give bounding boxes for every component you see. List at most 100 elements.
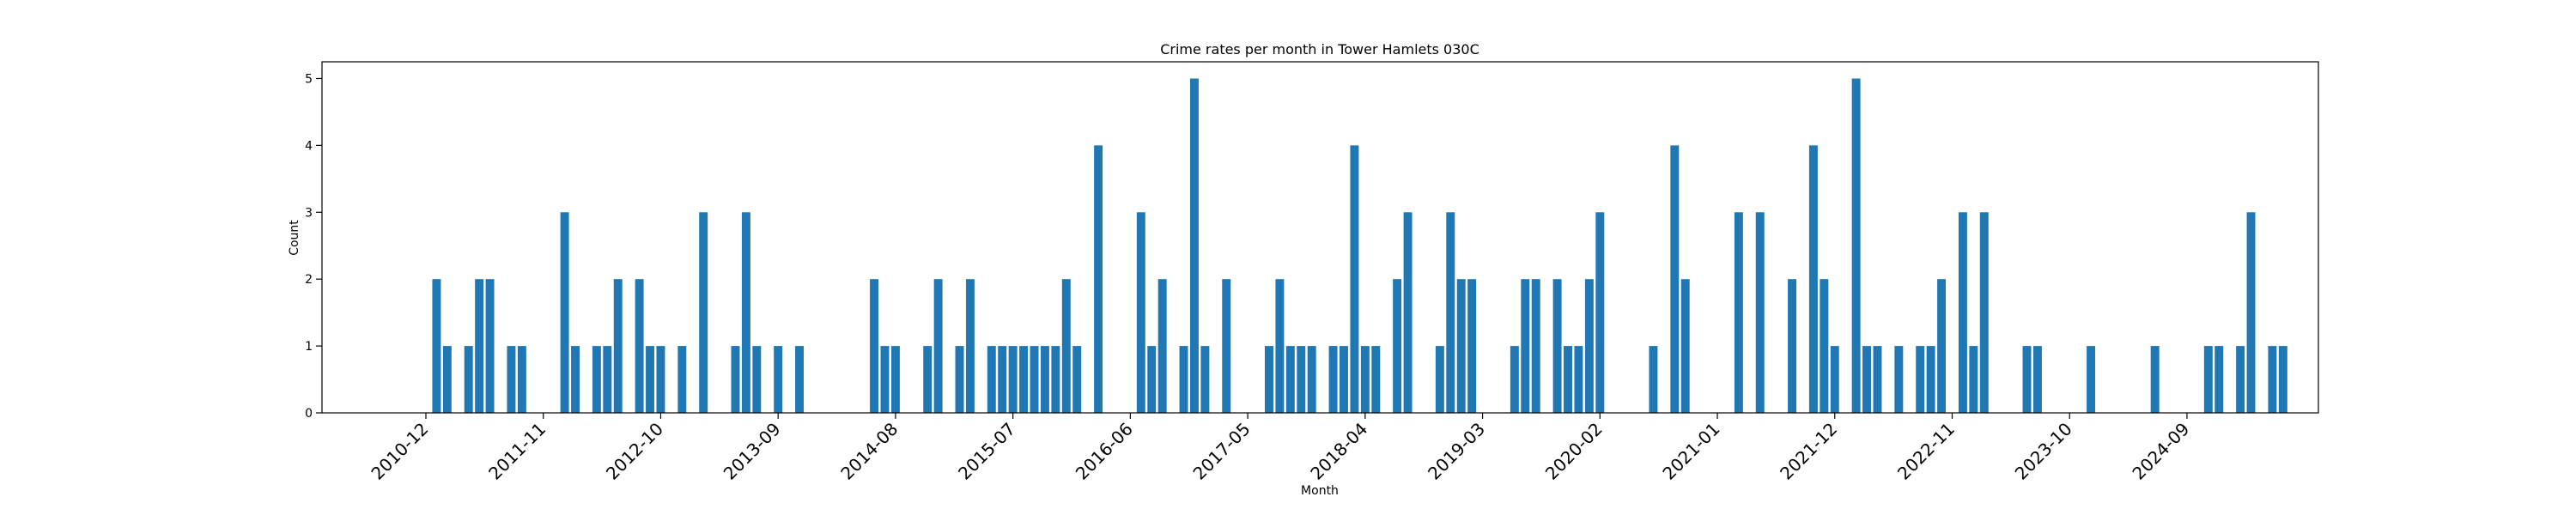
bar-2025-06 xyxy=(2278,346,2287,413)
bar-2012-09 xyxy=(646,346,654,413)
bar-2015-05 xyxy=(987,346,996,413)
y-tick-label: 2 xyxy=(305,273,313,287)
bar-2022-10 xyxy=(1937,279,1947,413)
bar-2021-08 xyxy=(1788,279,1797,413)
bar-2012-08 xyxy=(635,279,644,413)
bar-2015-03 xyxy=(965,279,975,413)
bar-2017-10 xyxy=(1297,346,1306,413)
bar-2018-03 xyxy=(1350,145,1359,413)
bar-2015-06 xyxy=(998,346,1007,413)
bar-2019-11 xyxy=(1564,346,1572,413)
bar-2014-07 xyxy=(880,346,890,413)
bar-2020-01 xyxy=(1584,279,1594,413)
bar-2012-10 xyxy=(656,346,665,413)
bar-2019-08 xyxy=(1531,279,1540,413)
bar-2020-02 xyxy=(1595,212,1605,413)
y-tick-label: 4 xyxy=(305,139,313,153)
bar-2021-10 xyxy=(1808,145,1818,413)
bar-2015-07 xyxy=(1008,346,1018,413)
bar-2013-09 xyxy=(774,346,783,413)
bar-2022-08 xyxy=(1916,346,1925,413)
bar-2015-08 xyxy=(1019,346,1029,413)
bar-2016-09 xyxy=(1157,279,1167,413)
bar-2012-04 xyxy=(592,346,601,413)
bar-2024-12 xyxy=(2215,346,2224,413)
bar-2022-02 xyxy=(1851,78,1861,413)
bar-2018-01 xyxy=(1328,346,1338,413)
bar-2016-01 xyxy=(1072,346,1082,413)
bar-2011-01 xyxy=(432,279,441,413)
bar-2014-11 xyxy=(923,346,933,413)
bar-2013-05 xyxy=(731,346,740,413)
bar-2024-11 xyxy=(2203,346,2213,413)
bar-2014-08 xyxy=(890,346,900,413)
bar-2024-06 xyxy=(2150,346,2160,413)
bar-2018-02 xyxy=(1340,346,1348,413)
bar-2025-03 xyxy=(2246,212,2256,413)
bar-2023-06 xyxy=(2022,346,2032,413)
bar-2022-03 xyxy=(1862,346,1872,413)
bar-2017-09 xyxy=(1285,346,1295,413)
bar-2016-11 xyxy=(1179,346,1188,413)
y-tick-label: 0 xyxy=(305,407,313,421)
bar-2016-07 xyxy=(1136,212,1145,413)
bar-2015-10 xyxy=(1040,346,1049,413)
bar-2025-02 xyxy=(2236,346,2245,413)
bar-2023-02 xyxy=(1979,212,1989,413)
bar-2022-09 xyxy=(1926,346,1935,413)
bar-2013-06 xyxy=(741,212,750,413)
bar-2018-07 xyxy=(1393,279,1402,413)
bar-2022-12 xyxy=(1958,212,1967,413)
bar-2015-11 xyxy=(1051,346,1060,413)
bar-2012-05 xyxy=(603,346,612,413)
bar-2013-11 xyxy=(795,346,805,413)
bar-2014-12 xyxy=(933,279,943,413)
bar-2015-09 xyxy=(1030,346,1039,413)
bar-2022-04 xyxy=(1873,346,1882,413)
bar-2012-01 xyxy=(560,212,569,413)
bar-2019-06 xyxy=(1510,346,1519,413)
bar-2019-12 xyxy=(1574,346,1583,413)
bar-2017-01 xyxy=(1200,346,1210,413)
bar-2023-12 xyxy=(2087,346,2096,413)
plot-frame xyxy=(321,61,2319,414)
bar-2011-05 xyxy=(475,279,484,413)
bar-2011-08 xyxy=(507,346,516,413)
bar-2020-09 xyxy=(1670,145,1680,413)
bar-2011-09 xyxy=(517,346,526,413)
bar-2017-11 xyxy=(1307,346,1316,413)
y-tick-label: 3 xyxy=(305,206,313,220)
bar-2023-01 xyxy=(1969,346,1978,413)
bar-2016-08 xyxy=(1147,346,1157,413)
bar-2021-05 xyxy=(1755,212,1765,413)
bar-2017-08 xyxy=(1275,279,1285,413)
bars-group xyxy=(432,78,2287,413)
bar-2019-02 xyxy=(1467,279,1477,413)
bar-2012-12 xyxy=(677,346,687,413)
y-axis-label: Count xyxy=(288,220,301,256)
bar-2019-10 xyxy=(1552,279,1562,413)
y-tick-label: 5 xyxy=(305,72,313,86)
bar-2022-06 xyxy=(1894,346,1904,413)
bar-2018-12 xyxy=(1446,212,1455,413)
bar-2014-06 xyxy=(870,279,879,413)
bar-2011-04 xyxy=(464,346,473,413)
bar-2012-02 xyxy=(571,346,580,413)
bar-2013-07 xyxy=(752,346,762,413)
bar-2017-07 xyxy=(1265,346,1273,413)
bar-2018-05 xyxy=(1371,346,1381,413)
bar-2019-01 xyxy=(1456,279,1466,413)
bar-2012-06 xyxy=(613,279,623,413)
bar-2011-06 xyxy=(485,279,495,413)
bar-2020-10 xyxy=(1680,279,1690,413)
bar-2016-03 xyxy=(1094,145,1103,413)
y-axis: 0 1 2 3 4 5 xyxy=(305,72,322,421)
bar-2021-12 xyxy=(1830,346,1839,413)
bar-2021-11 xyxy=(1820,279,1829,413)
bar-2013-02 xyxy=(699,212,708,413)
bar-2018-04 xyxy=(1360,346,1370,413)
x-axis-label: Month xyxy=(1301,484,1339,498)
bar-2025-05 xyxy=(2268,346,2277,413)
